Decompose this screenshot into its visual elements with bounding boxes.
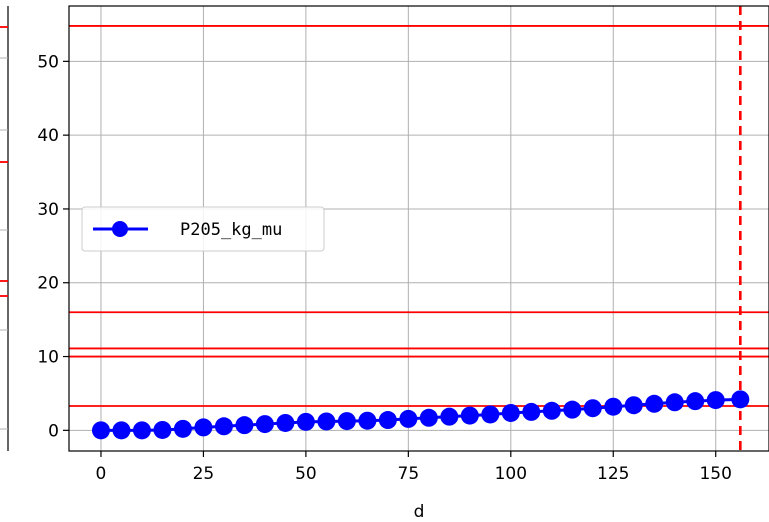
series-point bbox=[255, 415, 274, 434]
series-point bbox=[399, 409, 418, 428]
series-point bbox=[194, 418, 213, 437]
series-point bbox=[296, 412, 315, 431]
series-point bbox=[317, 412, 336, 431]
y-tick-label: 40 bbox=[37, 126, 59, 146]
y-tick-label: 50 bbox=[37, 52, 59, 72]
left-partial-panel bbox=[0, 6, 9, 451]
x-tick-label: 150 bbox=[699, 464, 731, 484]
series-point bbox=[686, 392, 705, 411]
plot-frame bbox=[68, 5, 769, 452]
y-tick-label: 30 bbox=[37, 200, 59, 220]
x-tick-label: 50 bbox=[295, 464, 317, 484]
x-tick-label: 25 bbox=[193, 464, 215, 484]
legend-marker bbox=[112, 221, 128, 237]
series-point bbox=[132, 421, 151, 440]
series-point bbox=[358, 411, 377, 430]
series-point bbox=[665, 393, 684, 412]
series-point bbox=[235, 416, 254, 435]
x-axis-label: d bbox=[414, 502, 425, 522]
series-point bbox=[91, 421, 110, 440]
series-point bbox=[604, 397, 623, 416]
series-point bbox=[542, 401, 561, 420]
series-point bbox=[522, 402, 541, 421]
y-tick-label: 10 bbox=[37, 348, 59, 368]
series-point bbox=[583, 399, 602, 418]
series-point bbox=[173, 419, 192, 438]
y-tick-label: 0 bbox=[48, 421, 59, 441]
series-point bbox=[645, 394, 664, 413]
series-point bbox=[112, 421, 131, 440]
x-tick-label: 125 bbox=[597, 464, 629, 484]
series-point bbox=[214, 417, 233, 436]
legend-label: P205_kg_mu bbox=[180, 220, 282, 240]
series-point bbox=[337, 412, 356, 431]
series-point bbox=[563, 400, 582, 419]
x-axis-ticks: 0 25 50 75 100 125 150 bbox=[96, 451, 732, 484]
series-point bbox=[440, 407, 459, 426]
series-point bbox=[481, 405, 500, 424]
series-point bbox=[378, 411, 397, 430]
y-tick-label: 20 bbox=[37, 274, 59, 294]
x-tick-label: 75 bbox=[398, 464, 420, 484]
series-point bbox=[276, 413, 295, 432]
series-point bbox=[731, 390, 750, 409]
legend-box bbox=[81, 206, 325, 252]
series-point bbox=[706, 391, 725, 410]
x-tick-label: 100 bbox=[495, 464, 527, 484]
series-layer bbox=[91, 390, 750, 440]
series-point bbox=[624, 396, 643, 415]
series-point bbox=[460, 406, 479, 425]
y-axis-ticks: 0 10 20 30 40 50 bbox=[37, 52, 69, 441]
legend: P205_kg_mu bbox=[81, 206, 325, 252]
x-tick-label: 0 bbox=[96, 464, 107, 484]
series-point bbox=[153, 420, 172, 439]
series-point bbox=[501, 403, 520, 422]
reference-lines bbox=[69, 6, 769, 451]
series-point bbox=[419, 408, 438, 427]
